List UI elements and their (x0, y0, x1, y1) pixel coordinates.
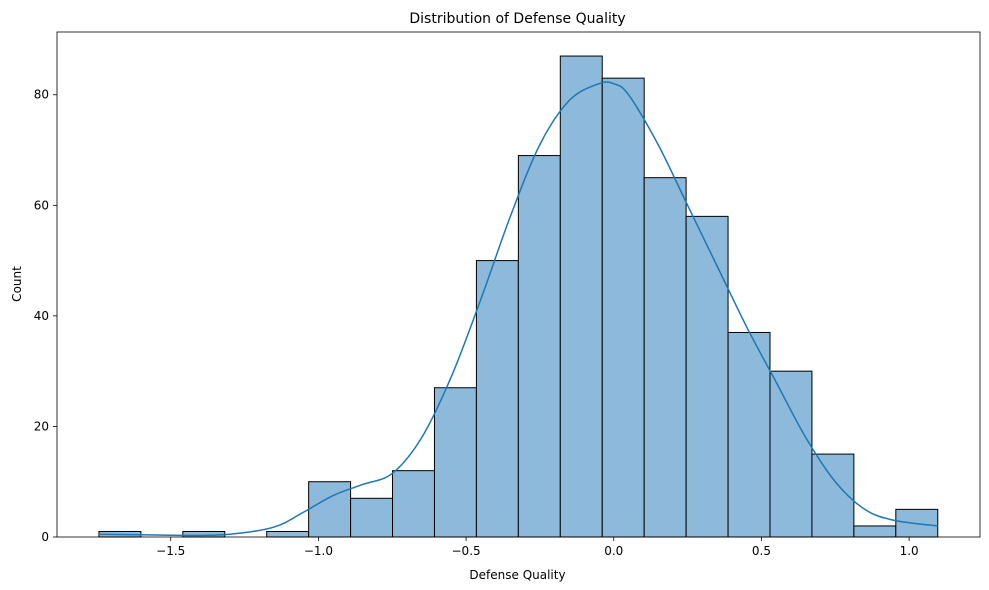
kde-line (98, 81, 938, 537)
x-tick-label: −1.5 (156, 544, 185, 558)
kde-curve-group (98, 81, 938, 537)
y-tick-label: 60 (34, 198, 49, 212)
y-axis-label: Count (10, 266, 24, 302)
histogram-bar (475, 260, 519, 538)
histogram-bar (392, 470, 435, 538)
x-axis-label: Defense Quality (469, 568, 565, 582)
y-tick-label: 40 (34, 309, 49, 323)
histogram-bar (727, 331, 771, 538)
y-axis-ticks: 0 20 40 60 80 (34, 88, 57, 544)
histogram-bar (308, 481, 352, 538)
x-tick-label: −1.0 (304, 544, 333, 558)
plot-area-frame (56, 31, 981, 538)
x-tick-label: 1.0 (900, 544, 919, 558)
x-tick-label: 0.5 (752, 544, 771, 558)
x-tick-label: 0.0 (604, 544, 623, 558)
histogram-bar (266, 530, 310, 538)
histogram-bar (643, 177, 687, 538)
histogram-bar (853, 525, 897, 538)
bar-group (98, 55, 939, 538)
histogram-bar (559, 55, 603, 538)
histogram-bar (601, 77, 645, 538)
histogram-bar (433, 387, 477, 538)
histogram-bar (350, 497, 394, 538)
y-tick-label: 80 (34, 88, 49, 102)
x-axis-ticks: −1.5 −1.0 −0.5 0.0 0.5 1.0 (156, 537, 919, 558)
histogram-bar (769, 370, 813, 538)
chart-title: Distribution of Defense Quality (409, 11, 625, 27)
y-tick-label: 0 (41, 530, 49, 544)
y-tick-label: 20 (34, 419, 49, 433)
histogram-bar (517, 155, 561, 538)
histogram-bar (685, 215, 729, 538)
x-tick-label: −0.5 (452, 544, 481, 558)
